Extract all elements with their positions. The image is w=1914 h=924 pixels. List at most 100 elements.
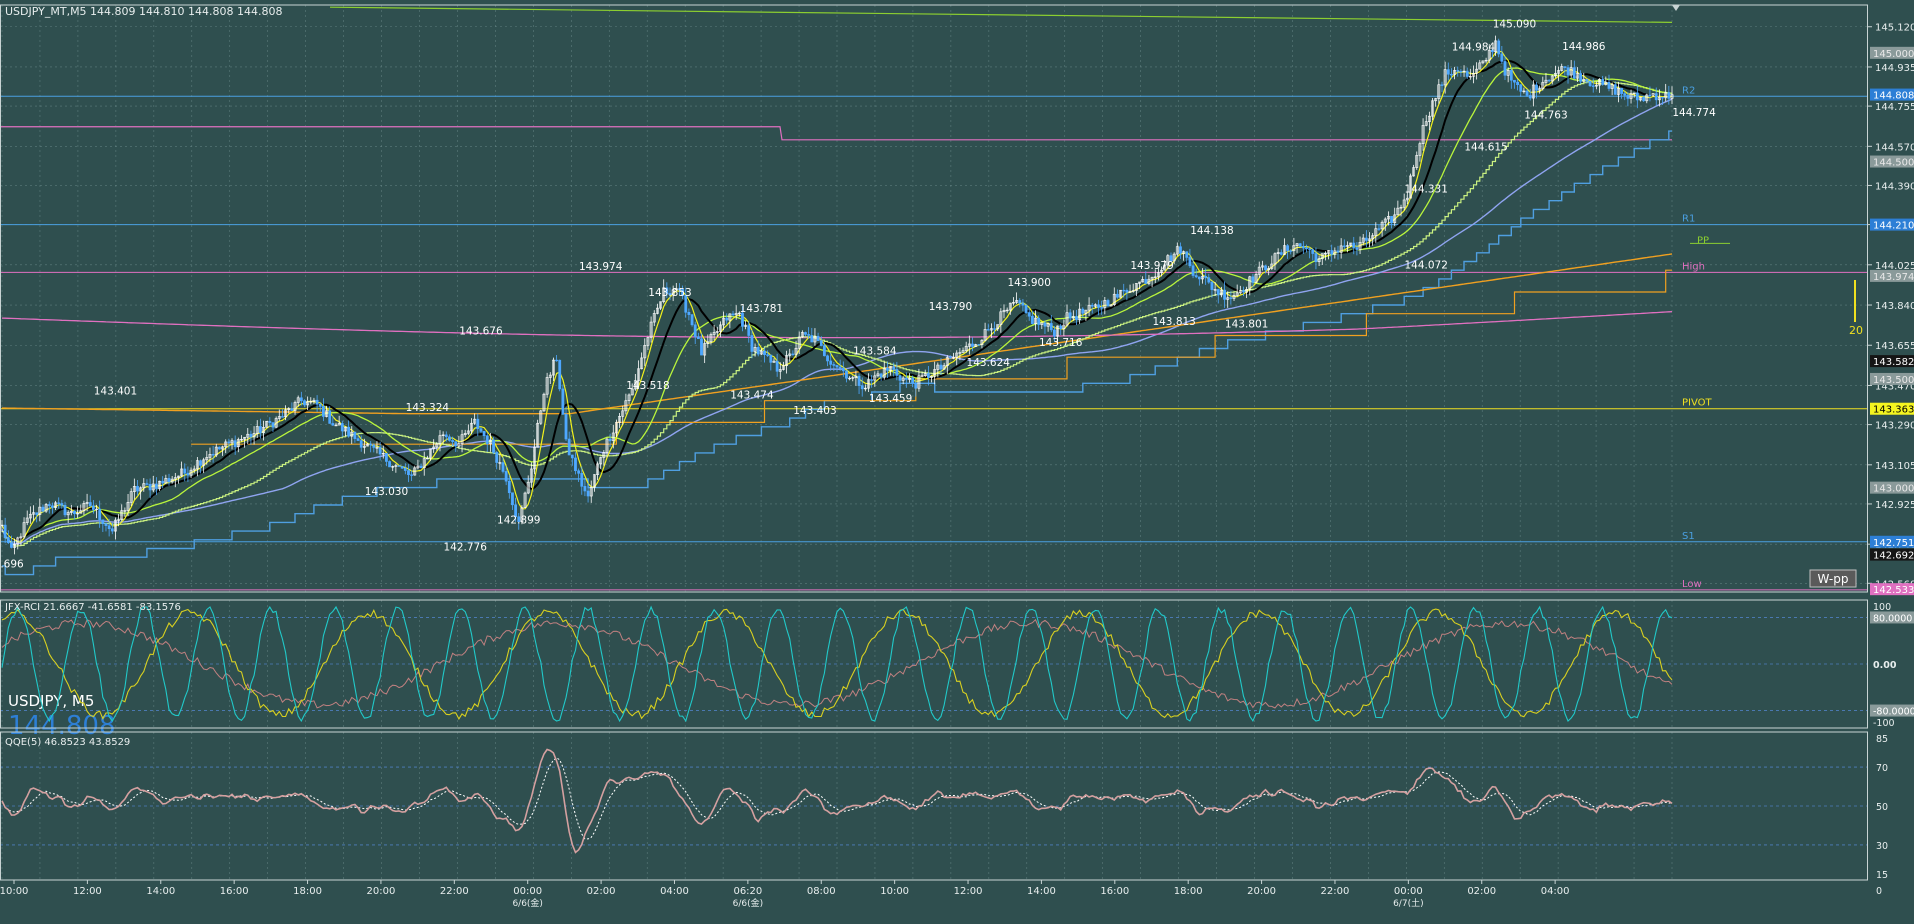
time-tick-label: 20:00 — [367, 886, 396, 897]
candle-body — [221, 446, 224, 450]
price-tag-box — [1870, 269, 1914, 282]
candle-body — [608, 438, 612, 441]
rci-info-text: JFX-RCI 21.6667 -41.6581 -83.1576 — [4, 602, 181, 613]
candle-body — [419, 465, 423, 469]
candle-body — [693, 324, 697, 338]
price-annotation: 144.763 — [1524, 109, 1567, 121]
candle-body — [1179, 246, 1182, 254]
candle-body — [28, 513, 32, 519]
candle-body — [1377, 228, 1381, 230]
candle-body — [1260, 265, 1264, 268]
candle-body — [296, 397, 300, 403]
candle-body — [268, 420, 272, 423]
height-marker: 20 — [1849, 280, 1863, 337]
price-annotation: 143.403 — [793, 405, 836, 417]
candle-body — [769, 354, 773, 363]
candle-body — [1289, 250, 1293, 252]
candle-body — [589, 487, 593, 497]
candle-body — [151, 483, 155, 491]
candle-body — [328, 410, 332, 424]
candle-body — [655, 307, 659, 314]
candle-body — [1037, 317, 1041, 325]
wpp-button-box[interactable] — [1809, 569, 1857, 588]
candle-body — [706, 341, 710, 344]
candle-body — [1311, 249, 1315, 254]
price-axis[interactable]: 145.120 144.935 144.755 144.570 144.390 144.2… — [1868, 23, 1914, 591]
candle-body — [889, 366, 892, 371]
candle-body — [1424, 121, 1428, 126]
candle-body — [822, 345, 826, 357]
candle-body — [334, 424, 338, 427]
candle-body — [1273, 253, 1277, 265]
candle-body — [1494, 40, 1497, 53]
candle-body — [671, 289, 675, 296]
candle-body — [1629, 93, 1633, 99]
candle-body — [1257, 266, 1261, 275]
candle-body — [640, 357, 644, 370]
time-tick-label: 00:00 — [513, 886, 542, 897]
candle-body — [870, 379, 874, 381]
candle-body — [1298, 243, 1302, 247]
candle-body — [1018, 300, 1022, 304]
shift-marker — [1672, 5, 1680, 11]
candle-body — [312, 399, 316, 402]
price-tag-label: 143.500 — [1873, 375, 1914, 386]
candle-body — [514, 504, 518, 518]
candle-body — [1163, 264, 1167, 271]
candle-body — [684, 295, 688, 313]
time-axis[interactable]: 10:00 12:00 14:00 16:00 18:00 20:00 22:00 00:00… — [0, 880, 1570, 909]
candle-body — [32, 512, 35, 515]
candle-body — [545, 377, 549, 395]
rci-tick-label: -100 — [1873, 718, 1895, 729]
candle-body — [523, 492, 527, 508]
candle-body — [91, 505, 95, 510]
candle-body — [561, 388, 565, 415]
candle-body — [977, 344, 981, 346]
price-annotation: 144.072 — [1405, 260, 1448, 272]
candle-body — [1387, 215, 1390, 220]
qqe-tick-label: 30 — [1876, 841, 1888, 852]
level-label-high: High — [1682, 261, 1705, 272]
candle-body — [1144, 279, 1148, 284]
candle-body — [722, 317, 725, 326]
candle-body — [725, 317, 729, 321]
candle-body — [602, 452, 606, 458]
wpp-button[interactable]: W-pp — [1809, 569, 1857, 588]
candle-body — [696, 336, 700, 340]
candle-body — [1005, 309, 1009, 312]
candle-body — [892, 366, 896, 370]
wpp-button-label[interactable]: W-pp — [1818, 572, 1849, 586]
price-annotation: 144.331 — [1405, 183, 1448, 195]
candle-body — [492, 439, 495, 453]
qqe-indicator-panel[interactable]: QQE(5) 46.8523 43.8529 — [1, 737, 1673, 854]
candle-body — [1409, 175, 1412, 199]
candle-body — [19, 536, 23, 539]
price-tag-label: 143.974 — [1873, 272, 1914, 283]
candle-body — [1396, 207, 1400, 216]
candle-body — [1481, 60, 1485, 64]
time-tick-label: 14:00 — [146, 886, 175, 897]
price-tag-label: 144.500 — [1873, 158, 1914, 169]
candle-body — [649, 321, 653, 338]
candle-body — [1049, 323, 1053, 331]
candle-body — [344, 426, 347, 432]
candle-body — [488, 439, 492, 445]
qqe-tick-label: 50 — [1876, 802, 1888, 813]
candle-body — [564, 413, 568, 440]
time-tick-label: 16:00 — [1100, 886, 1129, 897]
candle-body — [1062, 324, 1066, 330]
price-annotation: 143.624 — [967, 357, 1011, 369]
candle-body — [533, 446, 536, 470]
candle-body — [536, 422, 540, 448]
candle-body — [139, 487, 143, 492]
candle-body — [592, 474, 596, 488]
candle-body — [1053, 329, 1056, 337]
candle-body — [1084, 309, 1088, 314]
panel-frame — [0, 4, 1868, 593]
candle-body — [1525, 90, 1529, 96]
candle-body — [1402, 199, 1406, 208]
rci-indicator-panel[interactable]: JFX-RCI 21.6667 -41.6581 -83.1576 — [1, 602, 1673, 723]
